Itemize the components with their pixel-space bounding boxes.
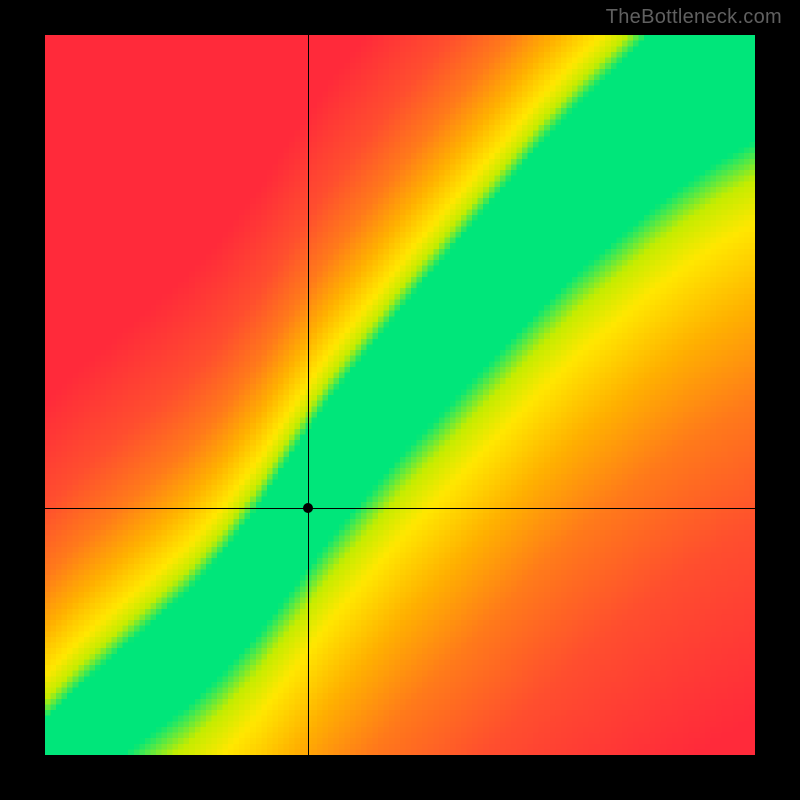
watermark-text: TheBottleneck.com [606,6,782,29]
crosshair-vertical [308,35,309,755]
crosshair-horizontal [45,508,755,509]
chart-container: TheBottleneck.com [0,0,800,800]
heatmap-canvas [45,35,755,755]
marker-point [303,503,313,513]
plot-area [45,35,755,755]
